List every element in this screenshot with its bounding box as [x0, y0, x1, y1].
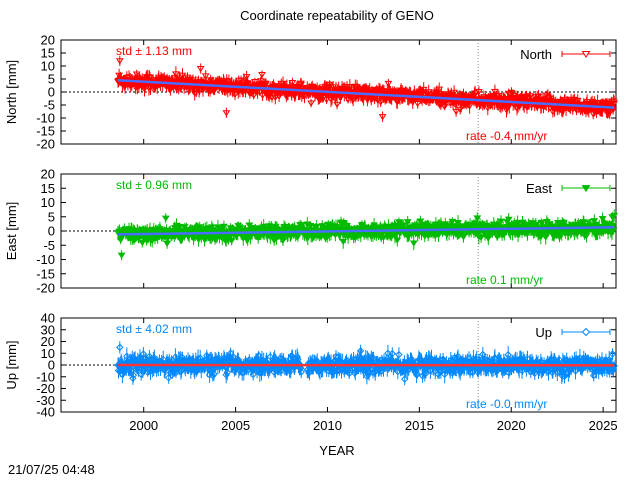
y-tick-label-north: -15	[36, 124, 55, 139]
y-tick-label-east: -5	[43, 238, 55, 253]
rate-label-north: rate -0.4 mm/yr	[466, 129, 547, 143]
y-tick-label-up: 10	[41, 346, 55, 361]
y-tick-label-north: 15	[41, 46, 55, 61]
x-tick-label: 2000	[129, 418, 158, 433]
x-tick-label: 2005	[221, 418, 250, 433]
rate-label-up: rate -0.0 mm/yr	[466, 397, 547, 411]
y-tick-label-up: -30	[36, 393, 55, 408]
legend-sample-east	[561, 185, 611, 193]
y-tick-label-up: 30	[41, 322, 55, 337]
y-tick-label-east: -20	[36, 281, 55, 296]
legend-marker-up	[581, 327, 591, 337]
legend-label-north: North	[520, 47, 552, 62]
y-tick-label-east: 15	[41, 181, 55, 196]
x-tick-labels: 2000 2005 2010 2015 2020 2025	[129, 418, 617, 433]
y-tick-label-north: -5	[43, 98, 55, 113]
x-tick-label: 2010	[313, 418, 342, 433]
x-axis-label: YEAR	[319, 443, 354, 458]
legend-label-east: East	[526, 181, 552, 196]
data-series-up	[114, 341, 618, 386]
y-tick-label-north: 5	[48, 72, 55, 87]
x-tick-label: 2025	[589, 418, 618, 433]
y-tick-label-up: 40	[41, 311, 55, 326]
y-axis-label-east: East [mm]	[4, 202, 19, 261]
y-tick-label-up: -10	[36, 369, 55, 384]
y-tick-label-up: -20	[36, 381, 55, 396]
x-tick-label: 2015	[405, 418, 434, 433]
y-axis-label-north: North [mm]	[4, 60, 19, 124]
y-tick-label-east: 5	[48, 209, 55, 224]
y-tick-label-east: 10	[41, 195, 55, 210]
y-tick-label-east: -15	[36, 266, 55, 281]
y-tick-label-up: -40	[36, 405, 55, 420]
x-ticks-east	[143, 174, 604, 288]
legend-label-up: Up	[535, 325, 552, 340]
x-ticks-north	[143, 40, 604, 144]
std-label-north: std ± 1.13 mm	[116, 44, 192, 58]
rate-label-east: rate 0.1 mm/yr	[466, 273, 543, 287]
y-tick-label-east: 0	[48, 224, 55, 239]
trend-line-north	[117, 79, 615, 109]
y-tick-label-north: 10	[41, 59, 55, 74]
markers-east	[114, 213, 619, 259]
x-tick-label: 2020	[497, 418, 526, 433]
y-axis-label-up: Up [mm]	[4, 340, 19, 389]
trend-line-east	[117, 226, 615, 236]
legend-marker-east	[581, 185, 591, 193]
legend-sample-up	[561, 327, 611, 337]
y-tick-label-up: 20	[41, 334, 55, 349]
y-tick-label-east: 20	[41, 167, 55, 182]
timestamp: 21/07/25 04:48	[8, 462, 95, 477]
data-series-east	[114, 209, 619, 261]
markers-north	[114, 58, 619, 121]
y-tick-label-north: 20	[41, 33, 55, 48]
data-series-north	[114, 55, 619, 122]
y-tick-label-east: -10	[36, 252, 55, 267]
legend-sample-north	[561, 51, 611, 59]
std-label-east: std ± 0.96 mm	[116, 178, 192, 192]
x-ticks-up	[143, 318, 604, 412]
y-tick-label-north: -10	[36, 111, 55, 126]
legend-marker-north	[581, 51, 591, 59]
chart-title: Coordinate repeatability of GENO	[240, 8, 434, 23]
y-tick-label-north: -20	[36, 137, 55, 152]
y-tick-label-up: 0	[48, 358, 55, 373]
y-tick-label-north: 0	[48, 85, 55, 100]
std-label-up: std ± 4.02 mm	[116, 322, 192, 336]
